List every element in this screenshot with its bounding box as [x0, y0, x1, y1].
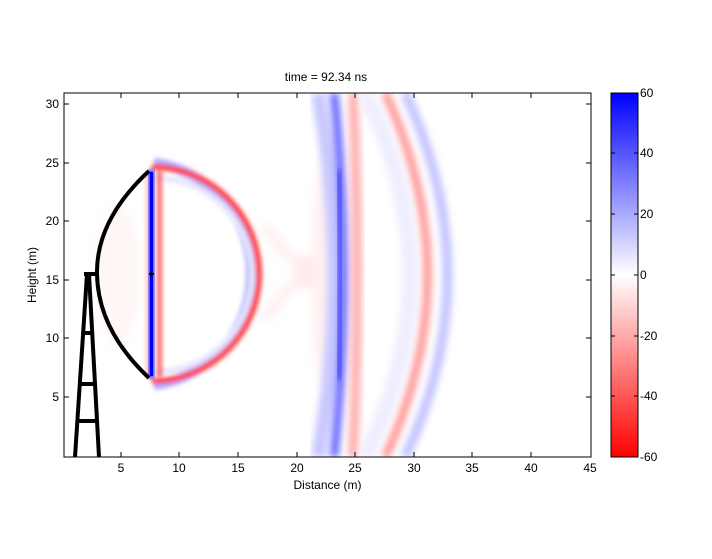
x-tick-label: 30 [407, 461, 421, 475]
colorbar-tick-label: 0 [640, 268, 647, 282]
y-tick-label: 10 [46, 331, 60, 345]
x-tick-label: 45 [583, 461, 597, 475]
reflector-dish [94, 169, 151, 380]
colorbar-tick-label: 40 [640, 146, 654, 160]
y-tick-label: 30 [46, 97, 60, 111]
x-axis-ticks [120, 93, 532, 457]
chart-title: time = 92.34 ns [284, 70, 368, 84]
x-tick-label: 10 [172, 461, 186, 475]
colorbar-tick-label: -20 [640, 329, 658, 343]
x-tick-label: 35 [465, 461, 479, 475]
y-tick-label: 25 [46, 156, 60, 170]
colorbar-tick-label: 20 [640, 207, 654, 221]
source-marker [149, 271, 154, 277]
x-tick-label: 40 [524, 461, 538, 475]
x-tick-label: 5 [118, 461, 125, 475]
x-tick-label: 15 [231, 461, 245, 475]
x-tick-labels: 5 10 15 20 25 30 35 40 45 [118, 461, 597, 475]
y-tick-label: 20 [46, 214, 60, 228]
y-axis-ticks [64, 103, 591, 398]
colorbar-tick-label: -60 [640, 450, 658, 464]
x-tick-label: 20 [290, 461, 304, 475]
field-heatmap [73, 93, 453, 457]
colorbar-tick-label: 60 [640, 86, 654, 100]
colorbar: 60 40 20 0 -20 -40 -60 [610, 86, 658, 464]
x-axis-label: Distance (m) [293, 478, 362, 492]
axes-frame [63, 92, 592, 458]
x-tick-label: 25 [348, 461, 362, 475]
colorbar-tick-label: -40 [640, 389, 658, 403]
y-tick-labels: 5 10 15 20 25 30 [46, 97, 60, 404]
tower-structure [73, 272, 101, 457]
y-tick-label: 15 [46, 273, 60, 287]
y-tick-label: 5 [52, 390, 59, 404]
